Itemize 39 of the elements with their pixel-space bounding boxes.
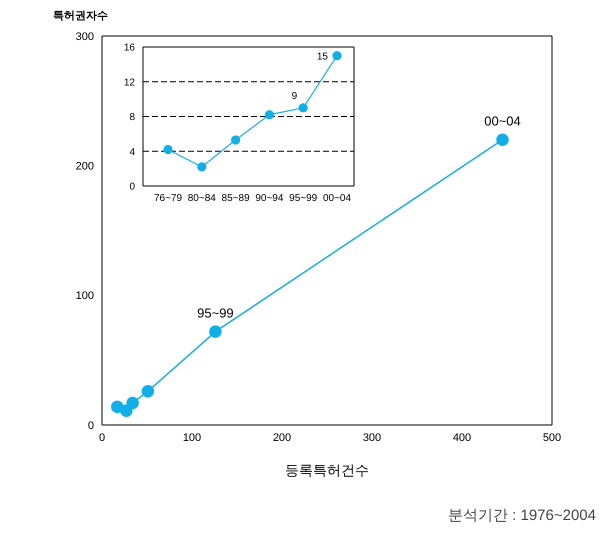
x-tick-label: 300 [362,432,382,444]
y-tick-label: 16 [124,42,136,54]
point [197,162,206,172]
y-tick-label: 100 [76,290,94,302]
point [298,103,308,112]
y-tick-label: 0 [129,182,136,193]
data-label: 15 [316,52,328,63]
annotation: 00~04 [484,114,521,129]
x-tick-label: 80~84 [188,193,216,204]
x-tick-label: 85~89 [222,193,250,204]
point [142,385,154,398]
point [120,404,133,417]
y-tick-label: 0 [88,420,94,432]
data-label: 9 [292,90,298,102]
x-tick-label: 100 [182,432,202,444]
x-tick-label: 90~94 [255,193,284,204]
point [496,133,509,146]
x-tick-label: 200 [272,432,292,444]
x-tick-label: 500 [542,432,562,444]
point [332,51,342,60]
point [231,135,240,145]
annotation: 95~99 [197,306,234,321]
point [209,325,222,338]
x-tick-label: 400 [452,432,472,444]
text: 분석기간 : 1976~2004 [448,506,596,525]
y-tick-label: 8 [129,112,136,124]
x-tick-label: 00~04 [322,193,352,204]
point [163,144,173,154]
x-tick-label: 0 [98,432,106,444]
x-tick-label: 76~79 [154,193,182,204]
point [264,110,274,120]
y-tick-label: 4 [129,146,136,158]
x-axis-title: 등록특허건수 [285,462,369,478]
y-axis-title: 특허권자수 [53,9,108,23]
x-tick-label: 95~99 [289,193,318,204]
y-tick-label: 200 [76,160,94,173]
point [126,396,139,410]
y-tick-label: 12 [124,77,136,88]
y-tick-label: 300 [76,30,94,43]
